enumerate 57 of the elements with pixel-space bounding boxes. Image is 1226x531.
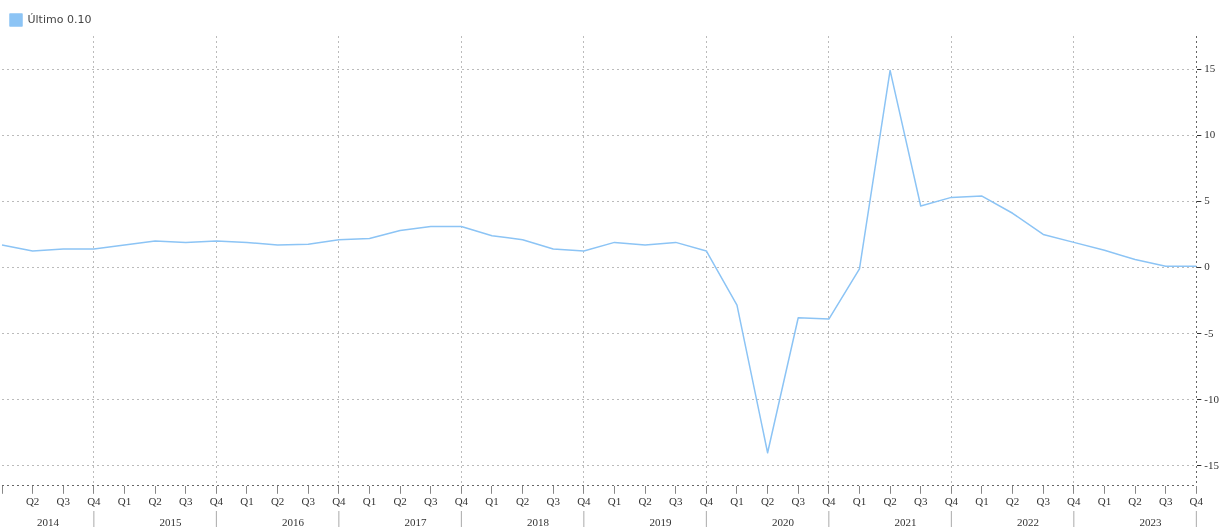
text: 2023 [1139,515,1162,528]
x-tick-label: Q1 [1097,495,1112,508]
x-tick-label: Q1 [362,495,377,508]
x-tick-label: Q3 [301,495,316,508]
x-tick-label: Q3 [913,495,928,508]
x-tick-label: Q4 [209,495,224,508]
x-tick-label: Q2 [760,495,775,508]
x-tick-label: Q2 [638,495,652,508]
text: 2018 [526,515,550,528]
x-tick-label: Q4 [87,495,102,508]
legend-label: Último 0.10 [27,12,92,26]
x-tick-label: Q4 [577,495,592,508]
x-tick-label: Q3 [179,495,193,508]
x-tick-label: Q4 [1189,495,1204,508]
x-tick-label: Q2 [1128,495,1142,508]
x-tick-label: Q2 [883,495,897,508]
x-tick-label: Q4 [1067,495,1082,508]
x-tick-label: Q2 [393,495,407,508]
x-tick-label: Q3 [56,495,71,508]
x-tick-label: Q3 [1158,495,1173,508]
x-tick-label: Q2 [1005,495,1020,508]
y-tick-label: 15 [1204,61,1216,74]
x-tick-label: Q1 [607,495,622,508]
x-tick-label: Q4 [944,495,959,508]
x-tick-label: Q2 [270,495,285,508]
x-tick-label: Q4 [332,495,347,508]
x-tick-label: Q1 [975,495,989,508]
x-tick-label: Q4 [822,495,837,508]
x-tick-label: Q4 [454,495,469,508]
y-tick-label: -15 [1204,458,1220,471]
y-tick-label: 10 [1204,128,1216,141]
text: 2020 [771,515,795,528]
x-tick-label: Q3 [791,495,806,508]
text: 2019 [649,515,672,528]
y-tick-label: 5 [1204,194,1211,207]
x-tick-label: Q2 [515,495,530,508]
y-tick-label: -5 [1204,326,1214,339]
text: 2022 [1016,515,1039,528]
x-tick-label: Q1 [730,495,744,508]
x-tick-label: Q1 [852,495,867,508]
x-tick-label: Q3 [669,495,683,508]
x-tick-label: Q1 [240,495,254,508]
y-tick-label: -10 [1204,392,1220,405]
x-tick-label: Q3 [424,495,438,508]
text: 2016 [281,515,305,528]
x-tick-label: Q1 [485,495,499,508]
x-tick-label: Q2 [148,495,162,508]
y-tick-label: 0 [1204,260,1211,273]
text: 2021 [894,515,917,528]
x-tick-label: Q1 [117,495,132,508]
x-tick-label: Q4 [699,495,714,508]
text: 2017 [404,515,427,528]
x-tick-label: Q2 [25,495,40,508]
x-tick-label: Q3 [546,495,561,508]
text: 2014 [36,515,60,528]
x-tick-label: Q3 [1036,495,1051,508]
text: 2015 [159,515,182,528]
